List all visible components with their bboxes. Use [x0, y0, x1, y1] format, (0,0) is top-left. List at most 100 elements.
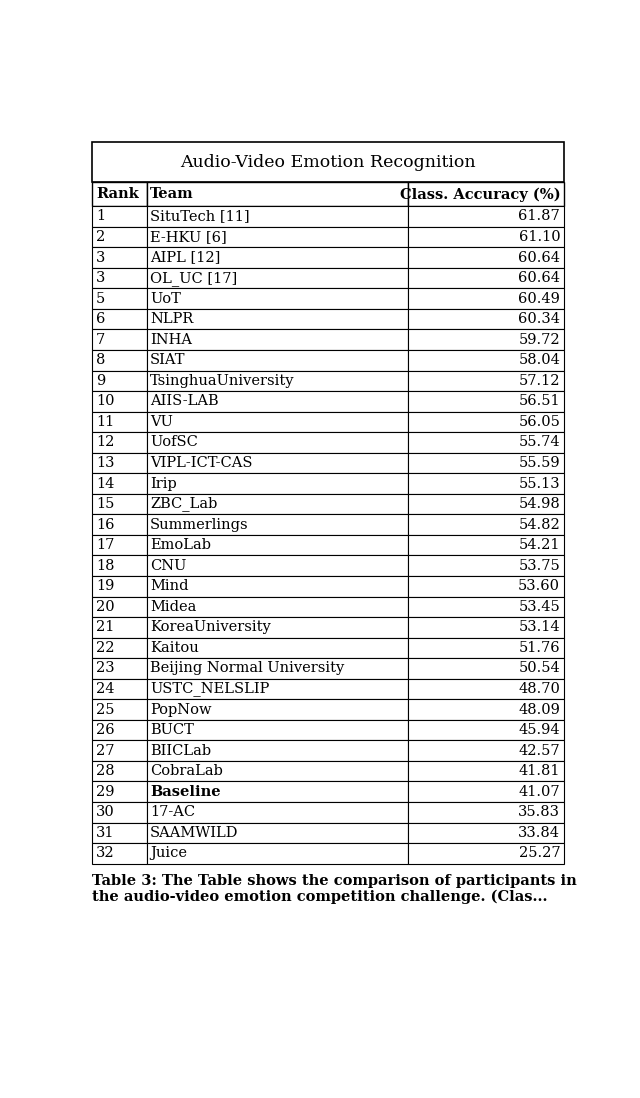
Bar [92, 802, 147, 822]
Text: Team: Team [150, 188, 194, 201]
Text: Baseline: Baseline [150, 785, 221, 798]
Text: 23: 23 [96, 661, 115, 675]
Bar [147, 206, 408, 226]
Text: USTC_NELSLIP: USTC_NELSLIP [150, 682, 269, 696]
Text: TsinghuaUniversity: TsinghuaUniversity [150, 373, 294, 388]
Text: Rank: Rank [96, 188, 139, 201]
Text: 60.49: 60.49 [518, 292, 560, 305]
Bar [92, 535, 147, 556]
Bar [92, 309, 147, 329]
Bar [408, 720, 564, 740]
Text: 56.05: 56.05 [518, 415, 560, 429]
Bar [147, 556, 408, 576]
Text: 61.10: 61.10 [518, 229, 560, 244]
Text: 19: 19 [96, 580, 115, 593]
Text: CobraLab: CobraLab [150, 764, 223, 778]
Text: 8: 8 [96, 354, 105, 367]
Text: 31: 31 [96, 826, 115, 840]
Bar [147, 391, 408, 412]
Text: INHA: INHA [150, 333, 192, 347]
Bar [92, 679, 147, 699]
Bar [92, 782, 147, 802]
Bar [147, 182, 408, 206]
Text: 21: 21 [96, 620, 115, 635]
Text: 25.27: 25.27 [518, 847, 560, 861]
Bar [408, 370, 564, 391]
Text: 24: 24 [96, 682, 115, 696]
Text: CNU: CNU [150, 559, 186, 573]
Bar [92, 226, 147, 247]
Bar [147, 412, 408, 433]
Bar [147, 720, 408, 740]
Text: 3: 3 [96, 271, 105, 285]
Text: 20: 20 [96, 600, 115, 614]
Bar [408, 740, 564, 761]
Text: VIPL-ICT-CAS: VIPL-ICT-CAS [150, 456, 253, 470]
Text: Beijing Normal University: Beijing Normal University [150, 661, 344, 675]
Bar [147, 289, 408, 309]
Text: SAAMWILD: SAAMWILD [150, 826, 239, 840]
Text: 1: 1 [96, 210, 105, 223]
Text: SIAT: SIAT [150, 354, 186, 367]
Bar [147, 535, 408, 556]
Text: Irip: Irip [150, 477, 177, 491]
Bar [147, 433, 408, 452]
Bar [147, 740, 408, 761]
Bar [147, 679, 408, 699]
Text: 41.81: 41.81 [518, 764, 560, 778]
Bar [408, 226, 564, 247]
Bar [147, 370, 408, 391]
Text: 51.76: 51.76 [518, 641, 560, 654]
Bar [92, 576, 147, 596]
Text: 55.13: 55.13 [518, 477, 560, 491]
Text: 61.87: 61.87 [518, 210, 560, 223]
Bar [408, 268, 564, 289]
Bar [147, 699, 408, 720]
Bar [147, 494, 408, 514]
Bar [147, 514, 408, 535]
Bar [408, 802, 564, 822]
Bar [92, 720, 147, 740]
Text: 30: 30 [96, 805, 115, 819]
Text: E-HKU [6]: E-HKU [6] [150, 229, 227, 244]
Bar [408, 535, 564, 556]
Text: VU: VU [150, 415, 173, 429]
Bar [147, 822, 408, 843]
Text: 50.54: 50.54 [518, 661, 560, 675]
Bar [147, 802, 408, 822]
Bar [92, 494, 147, 514]
Text: 53.75: 53.75 [518, 559, 560, 573]
Text: NLPR: NLPR [150, 312, 193, 326]
Bar [408, 206, 564, 226]
Bar [147, 452, 408, 473]
Bar [408, 309, 564, 329]
Text: ZBC_Lab: ZBC_Lab [150, 496, 218, 512]
Bar [92, 433, 147, 452]
Bar [408, 638, 564, 658]
Bar [92, 268, 147, 289]
Bar [408, 433, 564, 452]
Text: 42.57: 42.57 [518, 743, 560, 758]
Text: 35.83: 35.83 [518, 805, 560, 819]
Text: 10: 10 [96, 394, 115, 408]
Text: Mind: Mind [150, 580, 189, 593]
Text: Summerlings: Summerlings [150, 517, 249, 531]
Text: 11: 11 [96, 415, 114, 429]
Text: 57.12: 57.12 [518, 373, 560, 388]
Text: Table 3: The Table shows the comparison of participants in
the audio-video emoti: Table 3: The Table shows the comparison … [92, 874, 577, 905]
Text: BIICLab: BIICLab [150, 743, 211, 758]
Bar [408, 412, 564, 433]
Text: 59.72: 59.72 [518, 333, 560, 347]
Text: 16: 16 [96, 517, 115, 531]
Bar [408, 350, 564, 370]
Bar [92, 617, 147, 638]
Text: 3: 3 [96, 250, 105, 265]
Text: 53.45: 53.45 [518, 600, 560, 614]
Bar [92, 699, 147, 720]
Bar [92, 556, 147, 576]
Bar [408, 182, 564, 206]
Bar [408, 391, 564, 412]
Text: 15: 15 [96, 497, 115, 511]
Bar [408, 596, 564, 617]
Text: 17: 17 [96, 538, 115, 552]
